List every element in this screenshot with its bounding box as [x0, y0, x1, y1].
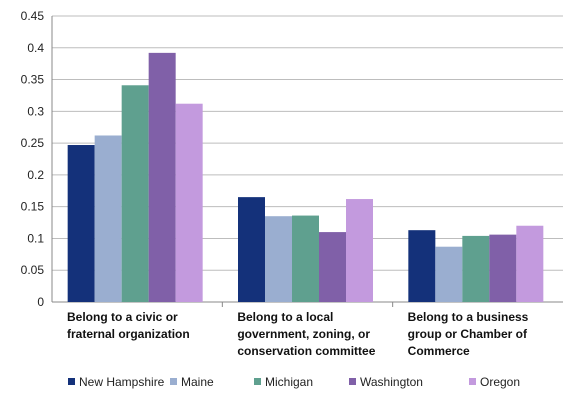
category-label: Belong to a civic or [67, 310, 178, 324]
y-tick-label: 0.15 [21, 200, 45, 214]
legend-label: Oregon [480, 375, 520, 389]
y-tick-label: 0.35 [21, 73, 45, 87]
legend-swatch [254, 378, 261, 385]
y-tick-label: 0.45 [21, 9, 45, 23]
bar-michigan [292, 215, 319, 302]
legend-swatch [349, 378, 356, 385]
category-label: group or Chamber of [408, 327, 528, 341]
category-label: Belong to a business [408, 310, 529, 324]
bar-michigan [121, 85, 149, 302]
bar-washington [489, 234, 517, 302]
legend-label: New Hampshire [79, 375, 165, 389]
bar-new-hampshire [408, 230, 436, 302]
y-tick-label: 0.05 [21, 263, 45, 277]
category-label: fraternal organization [67, 327, 190, 341]
category-label: conservation committee [237, 344, 375, 358]
bar-maine [435, 246, 463, 302]
bar-new-hampshire [238, 197, 265, 302]
category-label: government, zoning, or [237, 327, 370, 341]
legend-label: Maine [181, 375, 214, 389]
legend-swatch [170, 378, 177, 385]
bar-washington [148, 52, 176, 303]
y-tick-label: 0.25 [21, 136, 45, 150]
bar-maine [265, 216, 292, 302]
y-tick-label: 0.2 [27, 168, 44, 182]
y-tick-label: 0.4 [27, 41, 44, 55]
bar-washington [319, 232, 346, 302]
category-label: Commerce [408, 344, 470, 358]
bar-michigan [462, 235, 490, 302]
legend-swatch [469, 378, 476, 385]
legend-swatch [68, 378, 75, 385]
bar-oregon [346, 199, 373, 302]
legend-label: Washington [360, 375, 423, 389]
bar-oregon [175, 103, 203, 302]
bar-new-hampshire [67, 145, 95, 302]
category-label: Belong to a local [237, 310, 333, 324]
y-tick-label: 0.1 [27, 231, 44, 245]
y-tick-label: 0.3 [27, 104, 44, 118]
y-tick-label: 0 [37, 295, 44, 309]
bar-oregon [516, 225, 544, 302]
legend-label: Michigan [265, 375, 313, 389]
bar-maine [94, 135, 122, 302]
